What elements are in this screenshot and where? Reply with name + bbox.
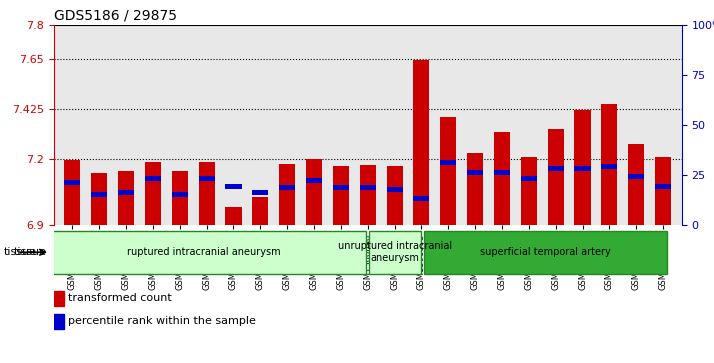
Text: ruptured intracranial aneurysm: ruptured intracranial aneurysm [127,247,281,257]
Bar [226,184,241,189]
Bar [467,153,483,225]
Text: tissue: tissue [4,247,36,257]
Bar [171,171,188,225]
FancyBboxPatch shape [423,231,667,274]
Bar [494,170,510,175]
Bar [413,196,429,201]
Bar [628,144,644,225]
Bar [306,178,322,183]
Bar [145,176,161,181]
Bar [575,110,590,225]
Bar [521,158,537,225]
Bar [91,173,107,225]
Text: tissue: tissue [14,247,46,257]
Bar [494,132,510,225]
Bar [548,166,564,171]
Bar [386,187,403,192]
Bar [252,190,268,195]
Bar [171,192,188,197]
Bar [279,185,295,190]
Bar [441,160,456,165]
Bar [145,162,161,225]
Bar [54,314,64,329]
Text: unruptured intracranial
aneurysm: unruptured intracranial aneurysm [338,241,452,263]
Bar [467,170,483,175]
Bar [64,160,81,225]
Bar [601,104,618,225]
Bar [279,164,295,225]
FancyBboxPatch shape [369,231,421,274]
Bar [118,190,134,195]
Bar [360,185,376,190]
Bar [360,165,376,225]
Bar [198,162,215,225]
Bar [306,159,322,225]
Bar [91,192,107,197]
Bar [628,174,644,179]
Bar [441,118,456,225]
Bar [655,184,671,189]
Text: superficial temporal artery: superficial temporal artery [480,247,610,257]
Bar [226,207,241,225]
Text: GDS5186 / 29875: GDS5186 / 29875 [54,9,176,23]
Bar [413,60,429,225]
Bar [521,176,537,181]
Bar [64,180,81,185]
Bar [548,129,564,225]
Bar [386,166,403,225]
FancyBboxPatch shape [41,231,366,274]
Bar [601,164,618,169]
Text: percentile rank within the sample: percentile rank within the sample [68,316,256,326]
Bar [118,171,134,225]
Bar [333,166,349,225]
Bar [575,166,590,171]
Bar [655,158,671,225]
Text: transformed count: transformed count [68,293,171,303]
Bar [198,176,215,181]
Bar [54,291,64,306]
Bar [333,185,349,190]
Bar [252,197,268,225]
